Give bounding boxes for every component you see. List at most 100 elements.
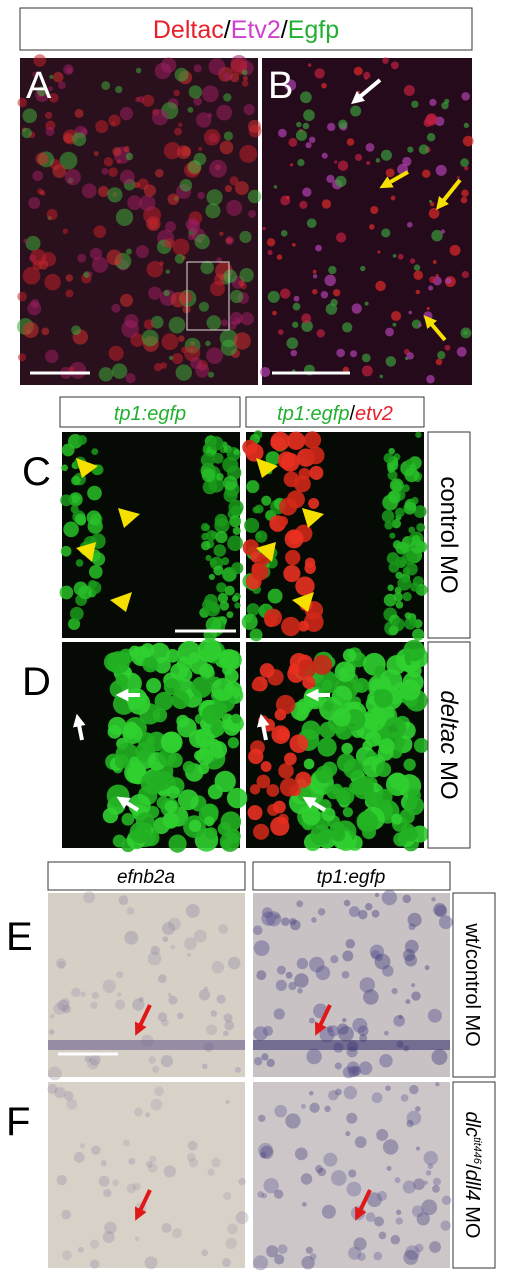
texture-dot <box>165 649 180 663</box>
texture-dot <box>128 794 151 817</box>
texture-dot <box>285 549 301 566</box>
column-header: tp1:egfp/etv2 <box>277 403 393 425</box>
texture-dot <box>17 97 28 108</box>
texture-dot <box>302 122 310 130</box>
texture-dot <box>330 955 339 964</box>
texture-dot <box>57 81 66 90</box>
texture-dot <box>123 727 136 740</box>
texture-dot <box>332 708 351 727</box>
texture-dot <box>60 494 73 507</box>
texture-dot <box>288 137 298 147</box>
texture-dot <box>139 194 156 212</box>
texture-dot <box>119 169 135 185</box>
texture-dot <box>325 303 338 315</box>
texture-dot <box>262 226 266 231</box>
texture-dot <box>440 229 446 234</box>
texture-dot <box>267 588 283 604</box>
texture-dot <box>274 914 280 919</box>
texture-dot <box>168 834 187 853</box>
texture-dot <box>415 289 421 295</box>
texture-dot <box>292 302 301 311</box>
texture-dot <box>201 1249 209 1257</box>
texture-dot <box>383 593 397 607</box>
texture-dot <box>205 530 217 541</box>
texture-dot <box>228 499 244 515</box>
texture-dot <box>321 807 336 822</box>
texture-dot <box>265 451 280 466</box>
texture-dot <box>61 1209 71 1220</box>
texture-dot <box>367 1192 382 1208</box>
texture-dot <box>45 127 55 137</box>
texture-dot <box>371 1092 383 1104</box>
texture-dot <box>178 667 193 682</box>
texture-dot <box>284 79 297 92</box>
texture-dot <box>429 1241 441 1253</box>
texture-dot <box>238 1177 246 1186</box>
texture-dot <box>353 66 363 76</box>
texture-dot <box>261 1053 269 1061</box>
vessel-band <box>48 1040 245 1050</box>
texture-dot <box>409 258 416 264</box>
texture-dot <box>391 988 398 995</box>
texture-dot <box>172 238 190 256</box>
texture-dot <box>315 965 331 981</box>
texture-dot <box>68 492 83 507</box>
texture-dot <box>312 269 317 274</box>
label-dll4: dll4 <box>461 1170 483 1201</box>
texture-dot <box>46 209 58 221</box>
texture-dot <box>145 1161 153 1168</box>
texture-dot <box>91 256 109 273</box>
texture-dot <box>135 67 142 74</box>
texture-dot <box>323 1152 338 1167</box>
texture-dot <box>239 268 254 283</box>
texture-dot <box>198 663 214 679</box>
texture-dot <box>210 722 225 737</box>
texture-dot <box>125 248 132 255</box>
texture-dot <box>167 193 180 206</box>
texture-dot <box>187 107 194 113</box>
texture-dot <box>126 1183 137 1194</box>
texture-dot <box>360 265 366 272</box>
texture-dot <box>413 270 424 281</box>
texture-dot <box>272 800 286 814</box>
texture-dot <box>251 679 264 692</box>
texture-dot <box>346 1181 362 1197</box>
texture-dot <box>168 355 174 360</box>
texture-dot <box>382 1139 399 1155</box>
texture-dot <box>290 701 310 721</box>
label-deltac: deltac <box>435 690 462 754</box>
row-label-box <box>427 641 471 849</box>
texture-dot <box>429 202 435 207</box>
texture-dot <box>111 363 128 379</box>
inset-box <box>186 261 230 331</box>
texture-dot <box>63 133 74 144</box>
texture-dot <box>187 159 202 174</box>
arrow <box>134 1004 152 1036</box>
texture-dot <box>154 62 172 80</box>
texture-dot <box>104 1221 117 1235</box>
texture-dot <box>164 238 175 249</box>
texture-dot <box>174 127 182 136</box>
texture-dot <box>288 663 300 675</box>
texture-dot <box>71 325 81 336</box>
texture-dot <box>93 225 107 239</box>
texture-dot <box>106 249 123 266</box>
texture-dot <box>90 1259 100 1269</box>
texture-dot <box>317 737 337 757</box>
texture-dot <box>144 1256 158 1270</box>
texture-dot <box>223 93 232 102</box>
texture-dot <box>160 1055 173 1068</box>
texture-dot <box>209 740 228 759</box>
texture-dot <box>168 316 186 334</box>
texture-dot <box>40 190 46 196</box>
texture-dot <box>361 825 377 840</box>
texture-dot <box>309 1102 320 1113</box>
texture-dot <box>397 253 404 260</box>
texture-dot <box>395 1209 402 1215</box>
texture-dot <box>461 189 469 197</box>
texture-dot <box>17 291 27 302</box>
texture-dot <box>69 606 84 621</box>
texture-dot <box>329 822 346 838</box>
texture-dot <box>71 475 81 486</box>
texture-dot <box>114 754 129 769</box>
